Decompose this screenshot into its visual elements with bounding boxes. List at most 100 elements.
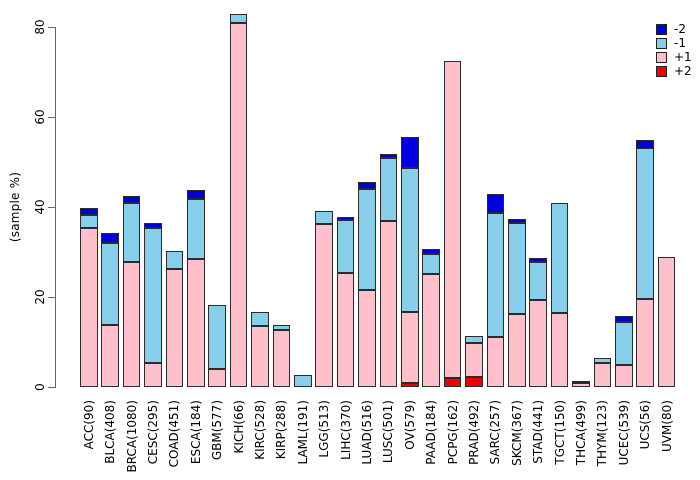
segment--1-LUAD(516) — [358, 189, 376, 290]
x-label-BRCA(1080): BRCA(1080) — [124, 400, 139, 473]
segment--1-SKCM(367) — [508, 222, 526, 315]
y-tick-label-0: 0 — [33, 383, 47, 391]
y-tick-mark-40 — [48, 207, 55, 208]
bar-TGCT(150) — [550, 203, 569, 387]
segment--2-SKCM(367) — [508, 219, 526, 223]
segment-+1-BRCA(1080) — [122, 261, 141, 387]
segment--2-PAAD(184) — [422, 249, 440, 254]
segment--1-LGG(513) — [315, 210, 333, 225]
bar-LIHC(370) — [336, 217, 355, 387]
segment--2-ACC(90) — [80, 207, 98, 216]
bar-SARC(257) — [486, 193, 505, 387]
segment--1-UCEC(539) — [615, 321, 633, 365]
legend-label--1: -1 — [674, 36, 686, 50]
y-tick-mark-0 — [48, 387, 55, 388]
bar-OV(579) — [401, 137, 419, 387]
x-label-UVM(80): UVM(80) — [659, 400, 674, 452]
bar-THCA(499) — [572, 380, 590, 387]
segment--1-SARC(257) — [486, 212, 505, 337]
x-label-STAD(441): STAD(441) — [531, 400, 546, 464]
segment--2-CESC(295) — [144, 223, 162, 229]
segment--1-KIRP(288) — [272, 324, 291, 330]
legend-item-+1: +1 — [656, 50, 692, 64]
bar-KIRC(528) — [251, 311, 269, 387]
segment--2-OV(579) — [401, 137, 419, 168]
x-label-OV(579): OV(579) — [402, 400, 417, 450]
segment--1-THYM(123) — [593, 358, 612, 364]
y-tick-mark-80 — [48, 27, 55, 28]
segment--1-COAD(451) — [165, 251, 184, 270]
legend-item-+2: +2 — [656, 64, 692, 78]
bar-PCPG(162) — [443, 60, 462, 387]
bar-UCS(56) — [636, 139, 654, 387]
x-label-UCS(56): UCS(56) — [638, 400, 653, 450]
bar-COAD(451) — [165, 251, 184, 387]
segment--1-OV(579) — [401, 167, 419, 312]
segment--1-TGCT(150) — [550, 203, 569, 313]
segment-+1-SARC(257) — [486, 336, 505, 387]
legend-label--2: -2 — [674, 22, 686, 36]
segment-+1-KIRP(288) — [272, 329, 291, 387]
segment--2-BLCA(408) — [101, 233, 119, 243]
segment-+2-PCPG(162) — [443, 378, 462, 387]
bar-PRAD(492) — [465, 335, 483, 387]
x-label-SARC(257): SARC(257) — [488, 400, 503, 465]
bar-LUAD(516) — [358, 182, 376, 387]
bar-LUSC(501) — [379, 153, 398, 387]
y-tick-mark-60 — [48, 117, 55, 118]
segment--1-LAML(191) — [294, 374, 312, 387]
segment--1-UCS(56) — [636, 148, 654, 300]
segment--1-PRAD(492) — [465, 335, 483, 343]
y-tick-mark-20 — [48, 297, 55, 298]
segment--1-BLCA(408) — [101, 242, 119, 325]
bar-ESCA(184) — [187, 189, 205, 387]
x-label-LIHC(370): LIHC(370) — [338, 400, 353, 460]
segment--1-THCA(499) — [572, 380, 590, 384]
x-label-LUAD(516): LUAD(516) — [360, 400, 374, 465]
segment-+1-PRAD(492) — [465, 342, 483, 378]
segment-+1-ESCA(184) — [187, 259, 205, 387]
bar-BLCA(408) — [101, 233, 119, 387]
bar-LAML(191) — [294, 374, 312, 387]
segment--1-BRCA(1080) — [122, 202, 141, 262]
segment-+1-CESC(295) — [144, 363, 162, 387]
segment-+1-COAD(451) — [165, 269, 184, 387]
segment--1-CESC(295) — [144, 228, 162, 364]
bar-ACC(90) — [80, 207, 98, 387]
legend-item--2: -2 — [656, 22, 692, 36]
legend-swatch--1 — [656, 37, 667, 49]
x-label-LUSC(501): LUSC(501) — [381, 400, 396, 464]
segment--2-UCEC(539) — [615, 315, 633, 322]
y-tick-label-40: 40 — [33, 199, 47, 215]
segment--2-ESCA(184) — [187, 189, 205, 200]
segment--1-LIHC(370) — [336, 220, 355, 273]
segment-+1-GBM(577) — [208, 369, 226, 387]
x-label-PRAD(492): PRAD(492) — [467, 400, 481, 465]
segment--1-LUSC(501) — [379, 157, 398, 221]
y-tick-label-80: 80 — [33, 19, 47, 35]
segment--1-KICH(66) — [229, 14, 248, 23]
legend: -2 -1 +1 +2 — [656, 22, 692, 78]
segment-+1-PCPG(162) — [443, 60, 462, 378]
segment-+1-UCS(56) — [636, 299, 654, 387]
y-tick-label-20: 20 — [33, 289, 47, 305]
segment-+1-PAAD(184) — [422, 274, 440, 387]
bar-CESC(295) — [144, 223, 162, 387]
x-label-THCA(499): THCA(499) — [574, 400, 588, 466]
x-label-KIRP(288): KIRP(288) — [274, 400, 289, 460]
bar-GBM(577) — [208, 305, 226, 387]
segment-+1-THYM(123) — [593, 363, 612, 387]
segment-+1-KIRC(528) — [251, 325, 269, 387]
x-label-COAD(451): COAD(451) — [167, 400, 182, 468]
bar-PAAD(184) — [422, 249, 440, 387]
bar-STAD(441) — [529, 257, 547, 387]
segment--2-BRCA(1080) — [122, 196, 141, 203]
x-label-THYM(123): THYM(123) — [595, 400, 610, 467]
segment-+1-THCA(499) — [572, 383, 590, 387]
y-tick-label-60: 60 — [33, 109, 47, 125]
segment--1-PAAD(184) — [422, 253, 440, 274]
segment-+1-UCEC(539) — [615, 364, 633, 387]
x-label-TGCT(150): TGCT(150) — [552, 400, 567, 465]
legend-label-+1: +1 — [674, 50, 692, 64]
